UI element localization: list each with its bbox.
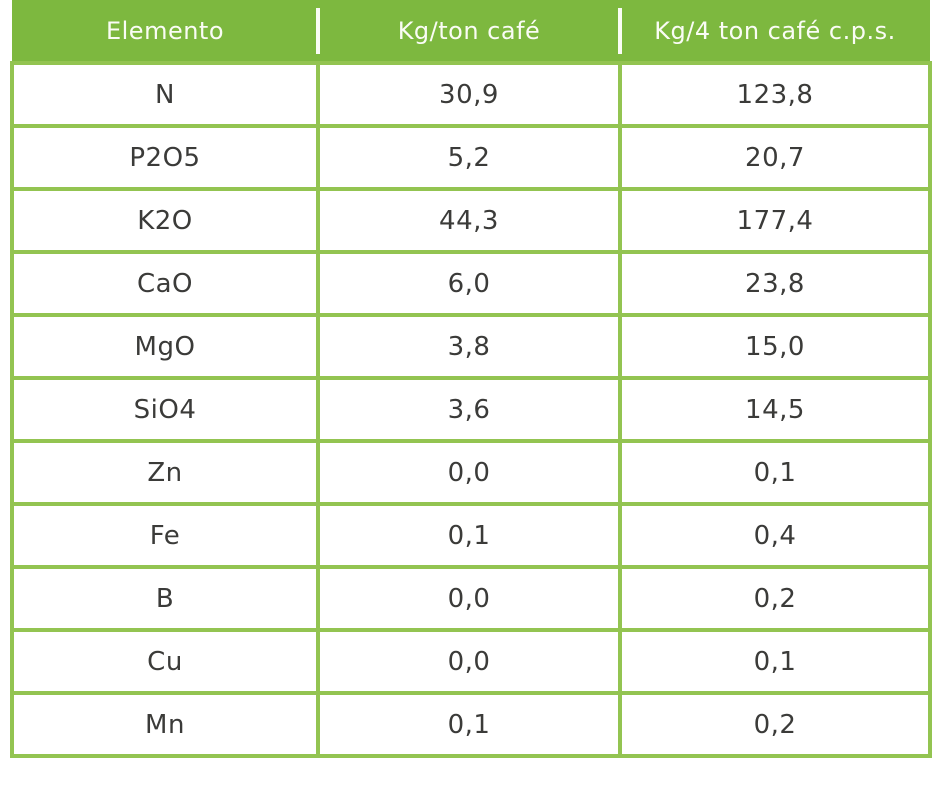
table-row: SiO4 3,6 14,5	[10, 376, 932, 443]
value-cell-kg-per-ton: 0,0	[316, 628, 622, 695]
header-row: Elemento Kg/ton café Kg/4 ton café c.p.s…	[12, 0, 930, 63]
table-row: Zn 0,0 0,1	[10, 439, 932, 506]
value-cell-kg-per-4ton: 0,2	[618, 565, 932, 632]
value-cell-kg-per-ton: 3,6	[316, 376, 622, 443]
nutrient-table: Elemento Kg/ton café Kg/4 ton café c.p.s…	[10, 0, 932, 758]
table-header: Elemento Kg/ton café Kg/4 ton café c.p.s…	[12, 0, 930, 63]
element-cell: Cu	[10, 628, 320, 695]
value-cell-kg-per-4ton: 15,0	[618, 313, 932, 380]
table-row: N 30,9 123,8	[10, 61, 932, 128]
value-cell-kg-per-4ton: 20,7	[618, 124, 932, 191]
value-cell-kg-per-ton: 6,0	[316, 250, 622, 317]
value-cell-kg-per-4ton: 123,8	[618, 61, 932, 128]
element-cell: SiO4	[10, 376, 320, 443]
value-cell-kg-per-ton: 3,8	[316, 313, 622, 380]
element-cell: Mn	[10, 691, 320, 758]
value-cell-kg-per-ton: 30,9	[316, 61, 622, 128]
value-cell-kg-per-ton: 0,0	[316, 439, 622, 506]
element-cell: MgO	[10, 313, 320, 380]
element-cell: Fe	[10, 502, 320, 569]
header-cell-kg-per-ton: Kg/ton café	[318, 0, 620, 63]
table-row: Fe 0,1 0,4	[10, 502, 932, 569]
value-cell-kg-per-ton: 0,1	[316, 502, 622, 569]
value-cell-kg-per-ton: 44,3	[316, 187, 622, 254]
table-body: N 30,9 123,8 P2O5 5,2 20,7 K2O 44,3 177,…	[10, 61, 932, 758]
element-cell: CaO	[10, 250, 320, 317]
table-row: P2O5 5,2 20,7	[10, 124, 932, 191]
value-cell-kg-per-4ton: 0,4	[618, 502, 932, 569]
value-cell-kg-per-ton: 0,0	[316, 565, 622, 632]
header-cell-kg-per-4ton: Kg/4 ton café c.p.s.	[620, 0, 930, 63]
element-cell: K2O	[10, 187, 320, 254]
value-cell-kg-per-ton: 0,1	[316, 691, 622, 758]
table-row: CaO 6,0 23,8	[10, 250, 932, 317]
element-cell: Zn	[10, 439, 320, 506]
table-row: Cu 0,0 0,1	[10, 628, 932, 695]
value-cell-kg-per-4ton: 0,1	[618, 439, 932, 506]
table-row: K2O 44,3 177,4	[10, 187, 932, 254]
value-cell-kg-per-4ton: 23,8	[618, 250, 932, 317]
table-row: Mn 0,1 0,2	[10, 691, 932, 758]
value-cell-kg-per-4ton: 177,4	[618, 187, 932, 254]
value-cell-kg-per-4ton: 0,1	[618, 628, 932, 695]
element-cell: B	[10, 565, 320, 632]
table-row: MgO 3,8 15,0	[10, 313, 932, 380]
value-cell-kg-per-4ton: 14,5	[618, 376, 932, 443]
value-cell-kg-per-4ton: 0,2	[618, 691, 932, 758]
header-cell-elemento: Elemento	[12, 0, 318, 63]
element-cell: P2O5	[10, 124, 320, 191]
table-row: B 0,0 0,2	[10, 565, 932, 632]
element-cell: N	[10, 61, 320, 128]
value-cell-kg-per-ton: 5,2	[316, 124, 622, 191]
